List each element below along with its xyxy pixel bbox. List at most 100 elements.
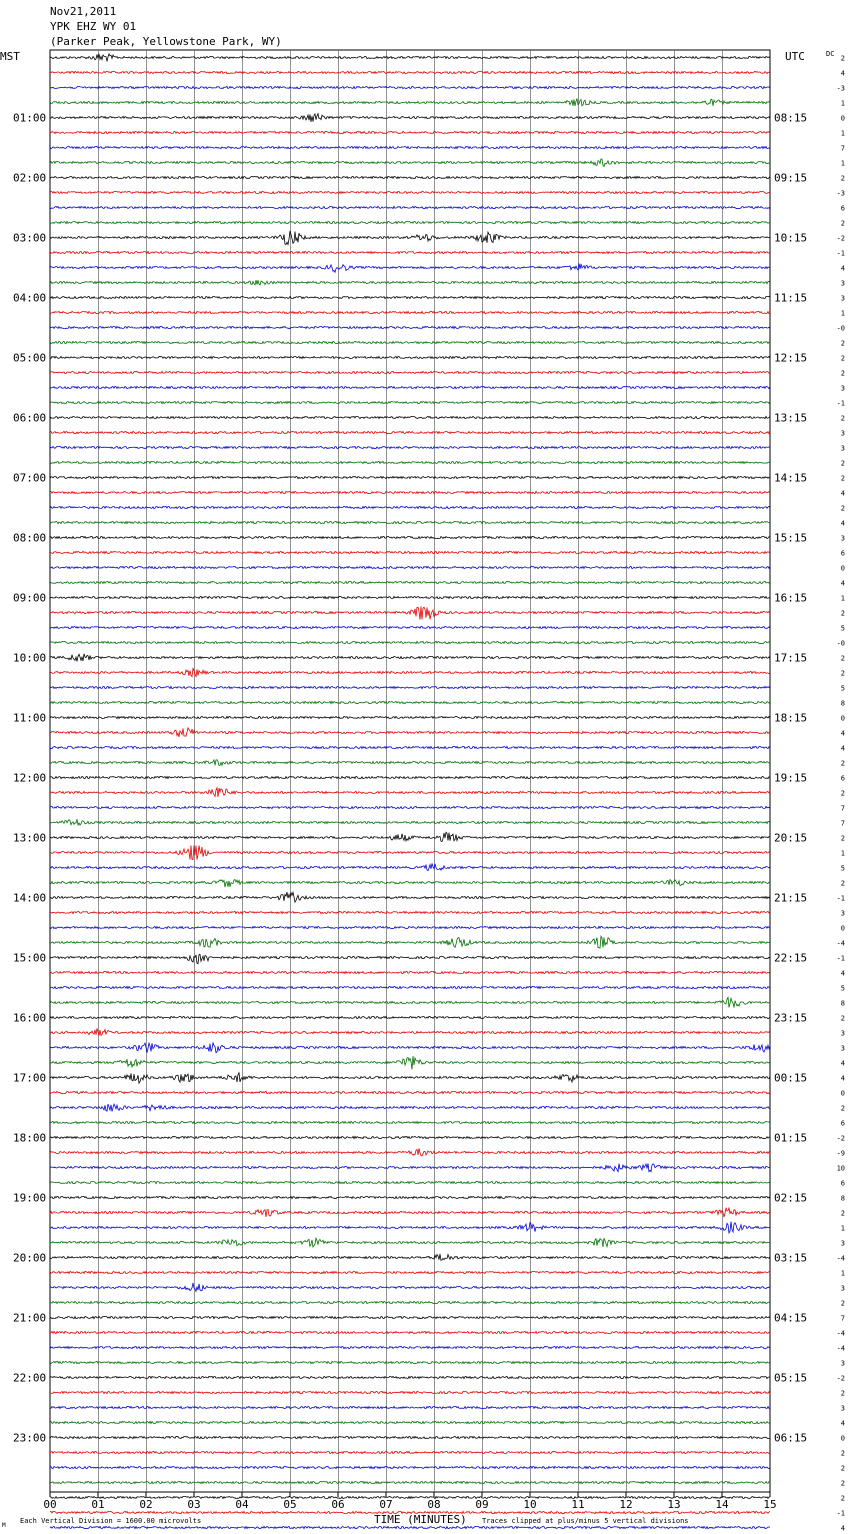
dc-offset-label: -1 <box>837 1510 845 1518</box>
dc-offset-label: 2 <box>841 355 845 363</box>
seismic-trace <box>49 295 771 300</box>
seismic-trace <box>49 1270 770 1275</box>
mst-hour-label: 14:00 <box>13 892 46 905</box>
dc-offset-label: 4 <box>841 490 845 498</box>
seismic-trace <box>49 415 771 420</box>
seismic-trace <box>49 1195 771 1200</box>
dc-offset-label: 4 <box>841 745 845 753</box>
dc-offset-label: -9 <box>837 1150 845 1158</box>
dc-offset-label: 4 <box>841 1420 845 1428</box>
utc-hour-label: 00:15 <box>774 1072 807 1085</box>
dc-offset-label: 3 <box>841 445 845 453</box>
seismic-trace <box>49 595 771 600</box>
utc-hour-label: 23:15 <box>774 1012 807 1025</box>
utc-hour-label: 03:15 <box>774 1252 807 1265</box>
x-axis-title: TIME (MINUTES) <box>374 1513 467 1526</box>
seismic-trace <box>49 475 771 480</box>
utc-hour-label: 17:15 <box>774 652 807 665</box>
dc-offset-label: 1 <box>841 1225 845 1233</box>
dc-offset-label: 3 <box>841 1045 845 1053</box>
seismic-trace <box>49 775 771 780</box>
utc-hour-label: 09:15 <box>774 172 807 185</box>
seismic-trace <box>49 1525 771 1530</box>
dc-offset-label: -3 <box>837 190 845 198</box>
seismic-trace <box>49 745 771 750</box>
seismic-trace <box>49 1148 771 1157</box>
dc-offset-label: 0 <box>841 715 845 723</box>
utc-hour-label: 20:15 <box>774 832 807 845</box>
mst-hour-label: 12:00 <box>13 772 46 785</box>
dc-offset-label: 2 <box>841 505 845 513</box>
dc-offset-label: 0 <box>841 1090 845 1098</box>
dc-offset-label: 4 <box>841 265 845 273</box>
dc-offset-label: -2 <box>837 1135 845 1143</box>
mst-hour-label: 04:00 <box>13 292 46 305</box>
dc-offset-label: -1 <box>837 895 845 903</box>
seismic-trace <box>49 460 771 465</box>
utc-hour-label: 22:15 <box>774 952 807 965</box>
dc-offset-label: 4 <box>841 1525 845 1533</box>
seismic-trace <box>49 640 771 645</box>
header-date: Nov21,2011 <box>50 5 117 18</box>
dc-offset-label: 2 <box>841 1450 845 1458</box>
seismic-trace <box>49 786 771 798</box>
dc-offset-label: 4 <box>841 1075 845 1083</box>
dc-offset-label: -4 <box>837 1330 845 1338</box>
dc-offset-label: -2 <box>837 1375 845 1383</box>
dc-offset-label: -0 <box>837 640 845 648</box>
x-tick-label: 04 <box>235 1498 249 1511</box>
dc-offset-label: 3 <box>841 535 845 543</box>
dc-offset-label: 6 <box>841 1120 845 1128</box>
seismic-trace <box>49 355 771 360</box>
seismic-trace <box>49 831 771 843</box>
seismic-trace <box>49 845 771 860</box>
seismic-trace <box>49 996 771 1008</box>
seismic-trace <box>49 98 771 107</box>
seismic-trace <box>49 1180 771 1185</box>
dc-offset-label: 1 <box>841 130 845 138</box>
clip-note: Traces clipped at plus/minus 5 vertical … <box>482 1517 689 1525</box>
dc-offset-label: 8 <box>841 700 845 708</box>
seismic-trace <box>49 934 771 949</box>
utc-hour-label: 12:15 <box>774 352 807 365</box>
seismic-trace <box>49 1206 771 1218</box>
seismic-trace <box>49 1071 771 1085</box>
dc-offset-label: 1 <box>841 850 845 858</box>
mst-hour-labels: 01:00 02:00 03:00 04:00 05:00 06:00 07:00 08:00… <box>13 112 46 1445</box>
time-grid <box>49 49 771 1493</box>
seismic-trace <box>49 550 771 555</box>
dc-offset-label: 10 <box>837 1165 845 1173</box>
x-tick-labels: 00 01 02 03 04 05 06 07 08 09 10 11 12 13 14 15 <box>43 1492 777 1511</box>
x-tick-label: 15 <box>763 1498 776 1511</box>
seismic-trace <box>49 758 771 767</box>
seismic-traces <box>49 52 771 1530</box>
x-tick-label: 10 <box>523 1498 536 1511</box>
dc-offset-label: 2 <box>841 460 845 468</box>
seismic-trace <box>49 1120 771 1125</box>
dc-offset-label: 0 <box>841 1435 845 1443</box>
seismic-trace <box>49 715 771 720</box>
utc-hour-label: 11:15 <box>774 292 807 305</box>
utc-hour-label: 05:15 <box>774 1372 807 1385</box>
dc-offset-label: 1 <box>841 100 845 108</box>
seismic-trace <box>49 878 771 888</box>
seismic-trace <box>49 580 771 585</box>
seismic-trace <box>49 1315 771 1320</box>
x-tick-label: 14 <box>715 1498 729 1511</box>
seismic-trace <box>49 1162 771 1173</box>
seismic-trace <box>49 145 771 150</box>
mst-hour-label: 06:00 <box>13 412 46 425</box>
x-tick-label: 01 <box>91 1498 104 1511</box>
seismic-trace <box>49 1345 771 1350</box>
seismic-trace <box>49 1056 771 1070</box>
dc-offset-label: 2 <box>841 1300 845 1308</box>
seismic-trace <box>50 606 771 620</box>
seismic-trace <box>49 370 771 375</box>
x-tick-label: 02 <box>139 1498 152 1511</box>
dc-offset-label: 5 <box>841 685 845 693</box>
utc-hour-label: 15:15 <box>774 532 807 545</box>
dc-offset-label: 3 <box>841 910 845 918</box>
dc-offset-label: -4 <box>837 1345 845 1353</box>
utc-hour-label: 14:15 <box>774 472 807 485</box>
